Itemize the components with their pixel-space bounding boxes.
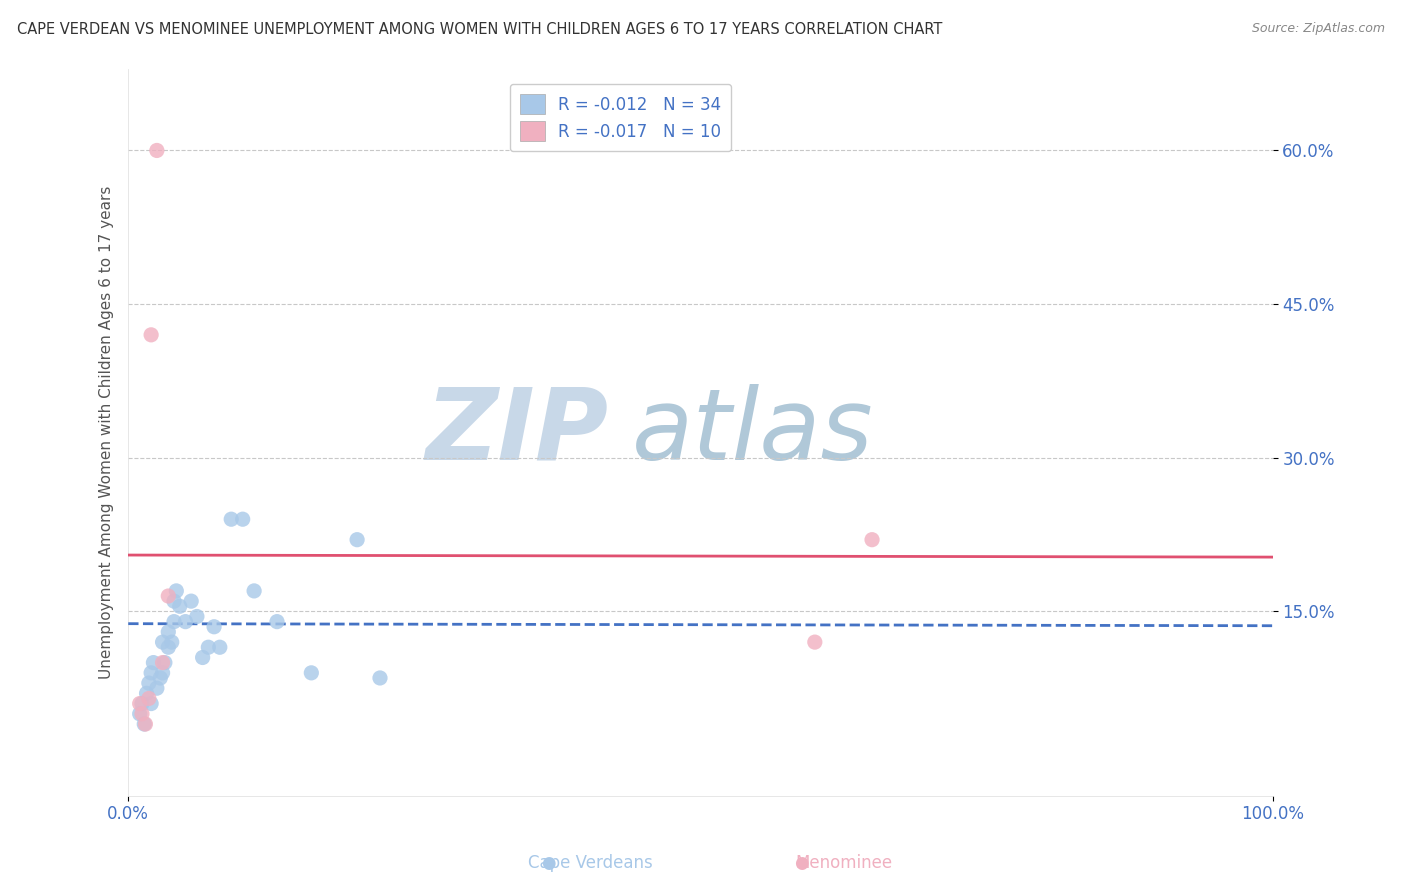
Point [135,686,157,700]
Text: ZIP: ZIP [426,384,609,481]
Point [169,599,191,614]
Point [153,656,176,670]
Point [139,327,162,342]
Text: Cape Verdeans: Cape Verdeans [529,855,652,872]
Point [146,681,169,696]
Text: Menominee: Menominee [794,855,893,872]
Point [139,697,162,711]
Point [804,635,827,649]
Point [128,706,150,721]
Point [163,615,186,629]
Point [202,620,225,634]
Text: CAPE VERDEAN VS MENOMINEE UNEMPLOYMENT AMONG WOMEN WITH CHILDREN AGES 6 TO 17 YE: CAPE VERDEAN VS MENOMINEE UNEMPLOYMENT A… [17,22,942,37]
Text: ●: ● [794,855,808,872]
Point [134,717,156,731]
Point [219,512,242,526]
Point [368,671,391,685]
Point [346,533,368,547]
Text: ●: ● [541,855,555,872]
Point [163,594,186,608]
Point [131,706,153,721]
Point [243,583,266,598]
Point [149,671,172,685]
Point [160,635,183,649]
Point [197,640,219,655]
Point [191,650,214,665]
Point [139,665,162,680]
Point [208,640,231,655]
Point [157,640,180,655]
Point [138,676,160,690]
Point [186,609,208,624]
Legend: R = -0.012   N = 34, R = -0.017   N = 10: R = -0.012 N = 34, R = -0.017 N = 10 [509,84,731,152]
Point [266,615,288,629]
Text: atlas: atlas [631,384,873,481]
Point [860,533,883,547]
Point [146,144,169,158]
Point [152,656,174,670]
Point [134,717,156,731]
Point [142,656,165,670]
Point [152,665,174,680]
Point [138,691,160,706]
Point [157,624,180,639]
Point [232,512,254,526]
Point [174,615,197,629]
Text: Source: ZipAtlas.com: Source: ZipAtlas.com [1251,22,1385,36]
Point [157,589,180,603]
Point [131,697,153,711]
Point [152,635,174,649]
Point [180,594,202,608]
Point [299,665,322,680]
Point [128,697,150,711]
Point [165,583,187,598]
Y-axis label: Unemployment Among Women with Children Ages 6 to 17 years: Unemployment Among Women with Children A… [100,186,114,679]
